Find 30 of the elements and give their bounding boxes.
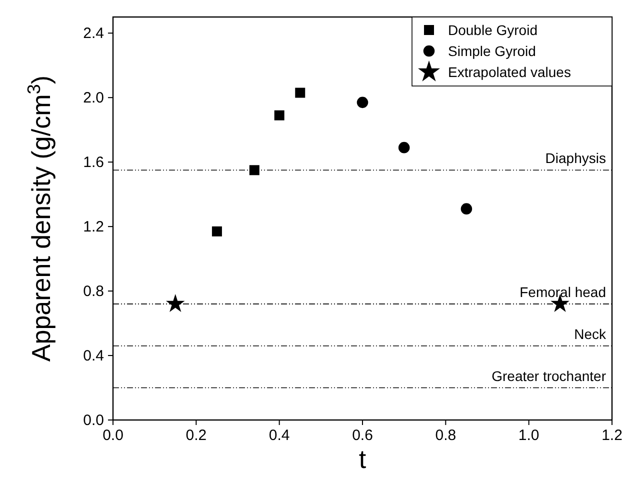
legend-label: Simple Gyroid [448,43,536,59]
legend-label: Double Gyroid [448,22,538,38]
x-tick-label: 0.8 [435,427,456,444]
x-tick-label: 0.0 [102,427,124,444]
y-tick-label: 2.4 [83,25,104,42]
point [295,88,306,98]
point [356,96,368,108]
x-tick-label: 0.2 [186,427,207,444]
point [212,226,222,236]
ref-line-label: Greater trochanter [492,368,606,384]
y-tick-label: 2.0 [83,90,104,107]
y-tick-label: 0.8 [83,283,104,300]
point [249,165,260,176]
y-tick-label: 0.0 [83,412,104,429]
y-tick-label: 1.6 [83,154,104,172]
ref-line-label: Neck [574,326,607,342]
x-axis-title: t [358,444,367,474]
ref-line-label: Femoral head [520,284,606,300]
legend-label: Extrapolated values [448,64,571,80]
x-tick-label: 0.6 [352,427,373,444]
point [274,110,284,120]
x-tick-label: 1.2 [602,427,622,444]
point [166,294,185,312]
ref-line-label: Diaphysis [545,150,606,166]
y-tick-label: 0.4 [83,348,104,365]
x-tick-label: 0.4 [268,427,290,444]
y-tick-label: 1.2 [83,218,104,236]
point [460,203,472,214]
point [398,142,410,154]
x-tick-label: 1.0 [518,427,540,444]
